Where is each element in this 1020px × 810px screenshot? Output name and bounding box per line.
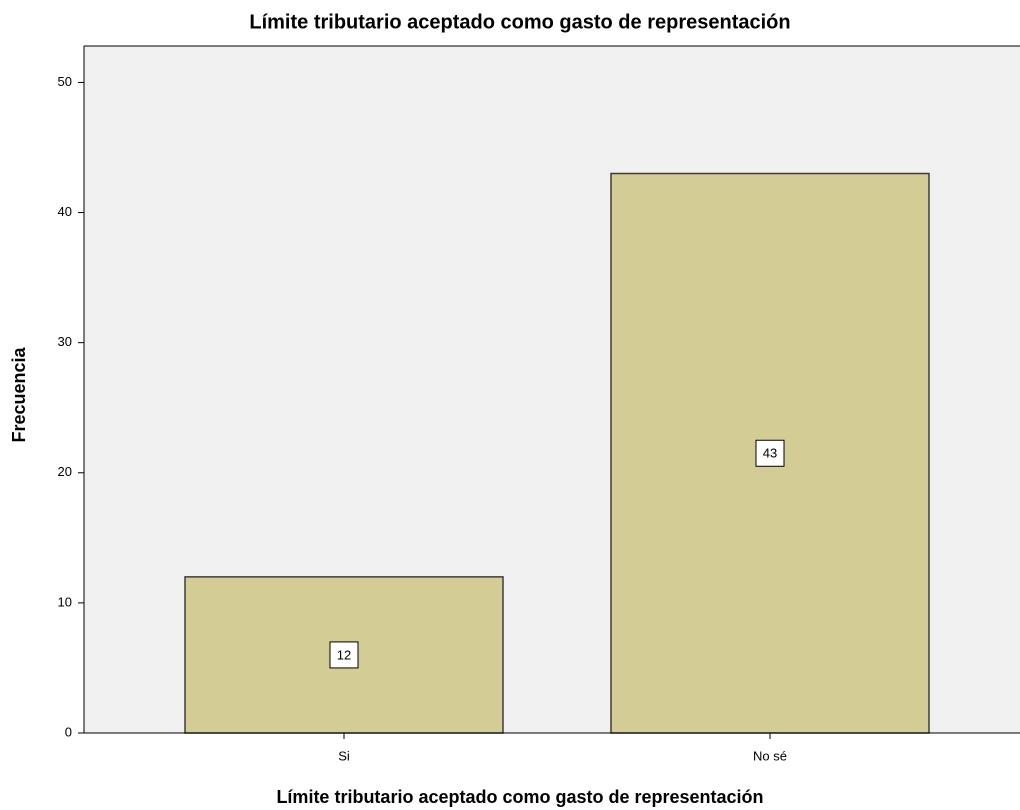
data-label-box: [755, 439, 785, 467]
x-tick-label: No sé: [753, 748, 787, 763]
x-axis-label: Límite tributario aceptado como gasto de…: [276, 787, 763, 807]
y-tick-label: 0: [65, 724, 72, 739]
x-tick-label: Si: [338, 748, 350, 763]
y-axis-label: Frecuencia: [9, 346, 29, 442]
y-tick-label: 40: [58, 204, 72, 219]
chart-title: Límite tributario aceptado como gasto de…: [249, 11, 790, 33]
data-label: 43: [763, 446, 777, 461]
y-tick-label: 30: [58, 334, 72, 349]
y-tick-label: 20: [58, 464, 72, 479]
y-tick-label: 10: [58, 594, 72, 609]
y-tick-label: 50: [58, 74, 72, 89]
data-label-box: [329, 641, 359, 669]
bar: [610, 172, 930, 734]
data-label: 12: [337, 647, 351, 662]
